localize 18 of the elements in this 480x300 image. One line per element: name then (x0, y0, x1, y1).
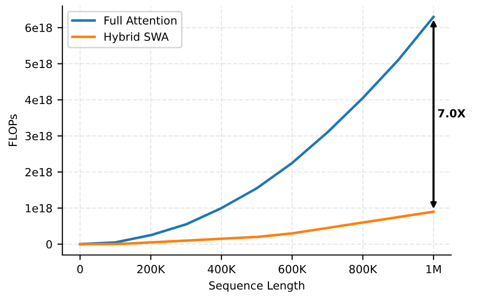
x-tick-label: 400K (208, 264, 236, 274)
y-tick-label: 6e18 (25, 24, 52, 32)
y-tick-label: 4e18 (25, 96, 52, 104)
legend-label: Hybrid SWA (104, 32, 169, 44)
y-tick-label: 3e18 (25, 132, 52, 140)
x-tick-label: 200K (137, 264, 166, 274)
x-tick-label: 600K (278, 264, 307, 274)
y-tick-label: 5e18 (25, 60, 52, 68)
y-tick-label: 2e18 (25, 168, 52, 176)
x-tick-label: 0 (77, 264, 83, 274)
y-tick-label: 0 (46, 240, 52, 249)
x-tick-label: 1M (426, 265, 441, 274)
y-axis-title: FLOPs (8, 114, 17, 146)
x-axis-title: Sequence Length (209, 281, 304, 292)
annotation: 7.0X (438, 109, 466, 118)
legend-label: Full Attention (104, 16, 176, 25)
x-tick-label: 800K (349, 264, 378, 274)
y-tick-label: 1e18 (26, 204, 52, 212)
